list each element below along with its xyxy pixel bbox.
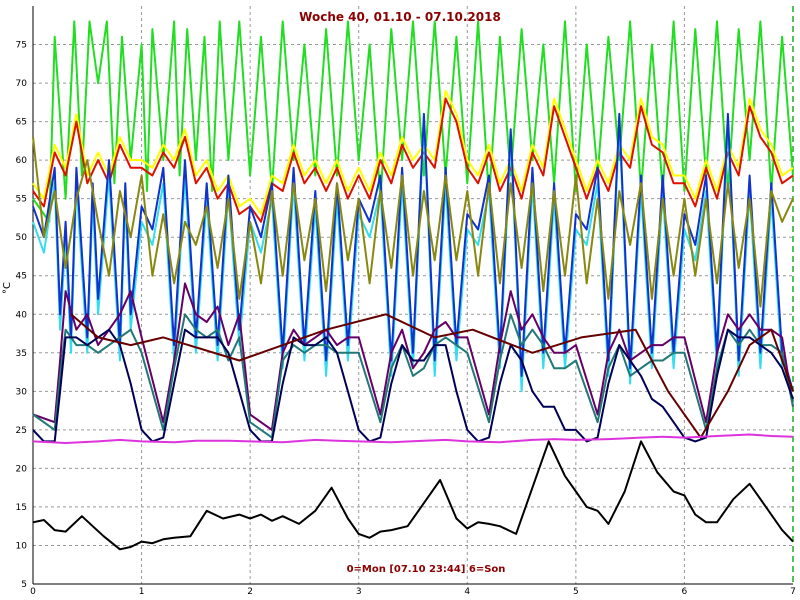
y-tick-label: 20	[16, 464, 28, 474]
chart-title: Woche 40, 01.10 - 07.10.2018	[299, 10, 501, 24]
y-tick-labels: 5 10 15 20 25 30 35 40 45 50 55 60 65 70 75	[16, 41, 28, 590]
y-tick-label: 40	[16, 310, 28, 320]
x-tick-label: 1	[139, 587, 145, 597]
x-tick-label: 3	[356, 587, 362, 597]
y-tick-label: 75	[16, 41, 27, 51]
series-line-11	[32, 440, 794, 551]
y-tick-label: 25	[16, 426, 27, 436]
series-lines	[32, 20, 794, 551]
y-tick-label: 5	[21, 580, 27, 590]
y-tick-label: 55	[16, 195, 27, 205]
series-line-0	[32, 20, 794, 223]
series-line-10	[32, 433, 794, 444]
y-axis-label: °C	[2, 282, 13, 294]
y-tick-label: 10	[16, 541, 28, 551]
x-tick-label: 4	[464, 587, 470, 597]
series-line-6	[32, 282, 794, 431]
y-tick-label: 60	[16, 156, 28, 166]
x-tick-label: 2	[247, 587, 253, 597]
chart-footer: 0=Mon [07.10 23:44] 6=Son	[347, 564, 506, 575]
y-tick-label: 70	[16, 79, 28, 89]
y-tick-label: 50	[16, 233, 28, 243]
y-tick-label: 35	[16, 349, 27, 359]
series-line-7	[32, 313, 794, 439]
x-tick-label: 5	[573, 587, 579, 597]
series-line-2	[32, 97, 794, 223]
series-line-8	[32, 328, 794, 443]
axes	[32, 6, 794, 585]
x-tick-label: 7	[790, 587, 796, 597]
x-tick-labels: 0 1 2 3 4 5 6 7	[30, 587, 796, 597]
series-line-9	[70, 313, 794, 439]
x-tick-label: 6	[682, 587, 688, 597]
y-tick-label: 30	[16, 387, 28, 397]
series-line-5	[32, 136, 794, 308]
y-tick-label: 45	[16, 272, 27, 282]
series-line-1	[32, 89, 794, 216]
y-tick-label: 65	[16, 118, 27, 128]
y-tick-label: 15	[16, 503, 27, 513]
x-tick-label: 0	[30, 587, 36, 597]
